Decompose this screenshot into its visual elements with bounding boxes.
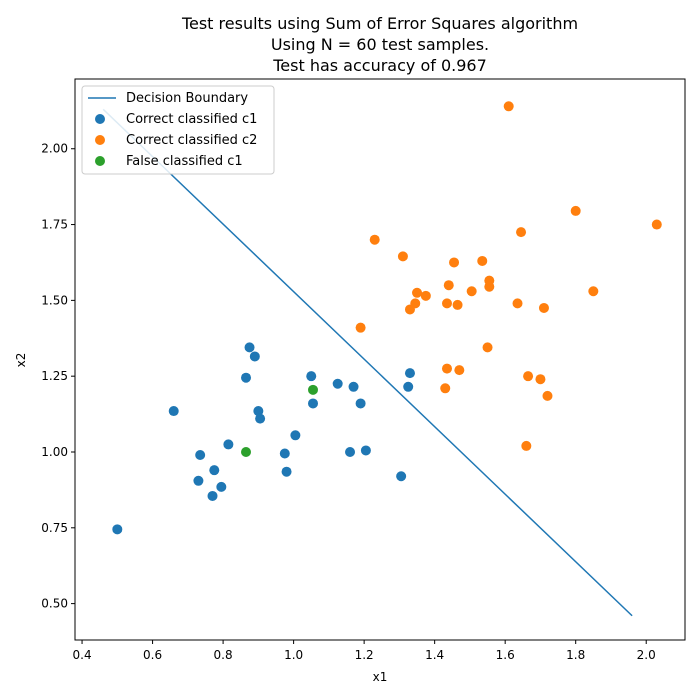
- c1-correct-point: [348, 381, 359, 392]
- c2-correct-point: [588, 286, 599, 297]
- legend-box: [81, 85, 275, 175]
- c1-correct-point: [112, 524, 123, 535]
- x-tick-label: 0.8: [214, 648, 233, 662]
- legend-c2-label: Correct classified c2: [126, 133, 257, 148]
- c1-correct-point: [168, 406, 179, 417]
- c2-correct-point: [516, 227, 527, 238]
- c1-correct-point: [345, 446, 356, 457]
- c1-correct-point: [308, 398, 319, 409]
- x-tick-label: 1.0: [284, 648, 303, 662]
- x-tick-label: 1.6: [496, 648, 515, 662]
- x-tick-label: 1.2: [355, 648, 374, 662]
- c1-correct-point: [255, 413, 266, 424]
- c1-correct-point: [355, 398, 366, 409]
- decision-boundary-line: [102, 108, 633, 617]
- c1-correct-point: [241, 372, 252, 383]
- points-layer: [112, 101, 662, 535]
- c2-correct-point: [542, 390, 553, 401]
- x-axis-label: x1: [373, 670, 388, 684]
- c1-correct-point: [306, 371, 317, 382]
- boundary-layer: [102, 108, 633, 617]
- x-tick-label: 0.4: [73, 648, 92, 662]
- c2-correct-point: [651, 219, 662, 230]
- c2-correct-point: [477, 255, 488, 266]
- c2-correct-point: [523, 371, 534, 382]
- c1-correct-point: [253, 406, 264, 417]
- c1-correct-point: [209, 465, 220, 476]
- c1-correct-point: [195, 450, 206, 461]
- chart-title: Test results using Sum of Error Squares …: [181, 14, 578, 75]
- c2-correct-point: [512, 298, 523, 309]
- legend-c1-label: Correct classified c1: [126, 112, 257, 127]
- c1-correct-point: [396, 471, 407, 482]
- y-tick-label: 1.75: [41, 218, 68, 232]
- c1-correct-point: [223, 439, 234, 450]
- c2-correct-point: [466, 286, 477, 297]
- y-tick-label: 2.00: [41, 142, 68, 156]
- c2-correct-point: [452, 299, 463, 310]
- c1-correct-point: [281, 466, 292, 477]
- c2-correct-point: [440, 383, 451, 394]
- x-tick-label: 1.4: [425, 648, 444, 662]
- c1-correct-point: [249, 351, 260, 362]
- y-axis-ticks: 0.50 0.75 1.00 1.25 1.50 1.75 2.00: [41, 142, 75, 611]
- c2-correct-point: [420, 290, 431, 301]
- c2-correct-point: [369, 234, 380, 245]
- c1-correct-point: [404, 368, 415, 379]
- legend-boundary-label: Decision Boundary: [126, 91, 248, 106]
- c1-false-point: [241, 446, 252, 457]
- y-tick-label: 1.00: [41, 445, 68, 459]
- c2-correct-point: [570, 205, 581, 216]
- y-tick-label: 1.50: [41, 293, 68, 307]
- c1-correct-point: [207, 490, 218, 501]
- c2-correct-point: [412, 287, 423, 298]
- plot-area-frame: [74, 78, 686, 641]
- c1-correct-point: [360, 445, 371, 456]
- c2-correct-point: [441, 298, 452, 309]
- c1-correct-point: [279, 448, 290, 459]
- c2-correct-point: [535, 374, 546, 385]
- legend-false-c1-label: False classified c1: [126, 154, 243, 169]
- c1-correct-point: [403, 381, 414, 392]
- x-tick-label: 2.0: [637, 648, 656, 662]
- c2-correct-point: [397, 251, 408, 262]
- legend: Decision Boundary Correct classified c1 …: [81, 85, 275, 175]
- c1-correct-point: [290, 430, 301, 441]
- x-tick-label: 1.8: [566, 648, 585, 662]
- c2-correct-point: [355, 322, 366, 333]
- c1-correct-point: [216, 481, 227, 492]
- x-axis-ticks: 0.4 0.6 0.8 1.0 1.2 1.4 1.6 1.8 2.0: [73, 640, 656, 662]
- chart-title-line-3: Test has accuracy of 0.967: [272, 56, 487, 75]
- y-tick-label: 0.50: [41, 597, 68, 611]
- c2-correct-point: [503, 101, 514, 112]
- c2-correct-point: [410, 298, 421, 309]
- y-tick-label: 1.25: [41, 369, 68, 383]
- legend-c2-swatch: [95, 135, 105, 145]
- c1-correct-point: [332, 378, 343, 389]
- c2-correct-point: [441, 363, 452, 374]
- chart-title-line-2: Using N = 60 test samples.: [271, 35, 489, 54]
- legend-false-c1-swatch: [95, 156, 105, 166]
- c2-correct-point: [454, 365, 465, 376]
- c2-correct-point: [484, 275, 495, 286]
- c1-correct-point: [244, 342, 255, 353]
- chart-title-line-1: Test results using Sum of Error Squares …: [181, 14, 578, 33]
- x-tick-label: 0.6: [143, 648, 162, 662]
- y-tick-label: 0.75: [41, 521, 68, 535]
- c2-correct-point: [449, 257, 460, 268]
- c1-false-point: [308, 384, 319, 395]
- legend-c1-swatch: [95, 114, 105, 124]
- c2-correct-point: [443, 280, 454, 291]
- c2-correct-point: [482, 342, 493, 353]
- c2-correct-point: [521, 440, 532, 451]
- y-axis-label: x2: [14, 353, 28, 368]
- c2-correct-point: [538, 302, 549, 313]
- c1-correct-point: [193, 475, 204, 486]
